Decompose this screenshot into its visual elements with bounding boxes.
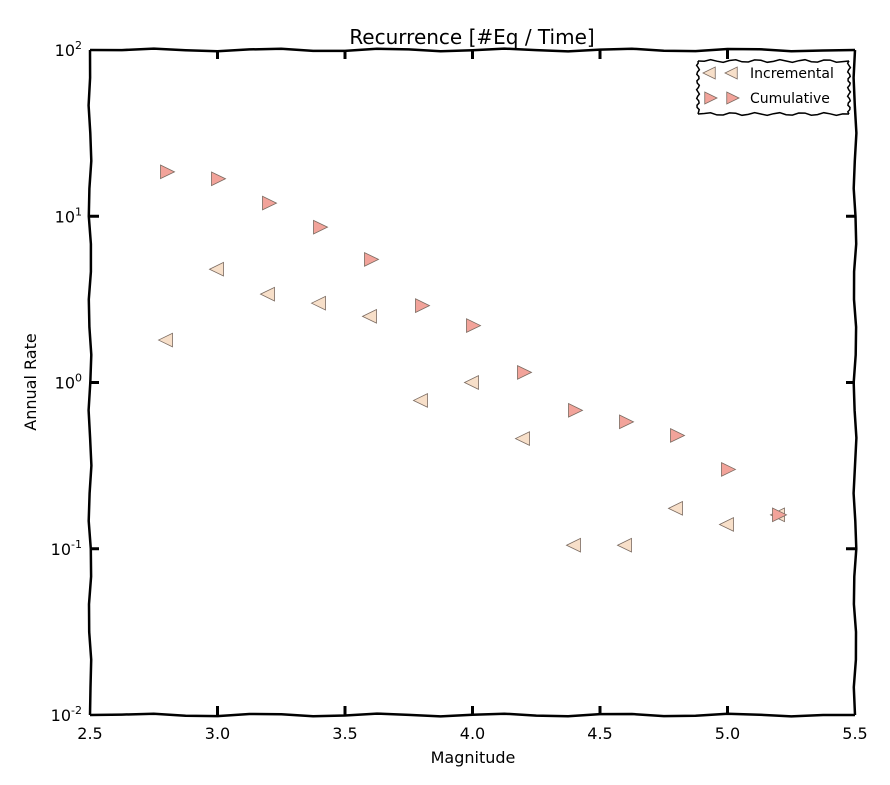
cumulative-point [160, 164, 176, 180]
x-tick-labels: 2.5 3.0 3.5 4.0 4.5 5.0 5.5 [77, 724, 867, 743]
legend-border-top [697, 58, 850, 64]
cumulative-point [670, 428, 686, 443]
legend-marker-incremental [702, 66, 716, 80]
y-axis-label: Annual Rate [21, 333, 40, 430]
cumulative-point [313, 219, 329, 235]
cumulative-point [466, 318, 482, 334]
cumulative-point [364, 251, 380, 267]
x-tick-label: 4.0 [460, 724, 485, 743]
legend-marker-cumulative [704, 91, 718, 105]
x-axis-label: Magnitude [431, 748, 516, 767]
data-points [157, 164, 788, 553]
cumulative-point [772, 507, 788, 523]
cumulative-point [211, 171, 227, 187]
y-tick-label: 10-2 [51, 704, 82, 725]
y-tick-label: 102 [55, 39, 82, 60]
incremental-point [514, 431, 530, 447]
incremental-point [616, 537, 632, 553]
cumulative-point [262, 195, 278, 211]
x-tick-label: 5.0 [715, 724, 740, 743]
x-tick-label: 2.5 [77, 724, 102, 743]
y-tick-label: 101 [55, 205, 82, 226]
incremental-point [718, 517, 734, 532]
legend-border-left [695, 60, 701, 115]
cumulative-point [517, 364, 533, 380]
incremental-point [667, 500, 683, 516]
y-tick-label: 100 [55, 372, 82, 393]
incremental-point [157, 332, 173, 348]
legend-marker-incremental [724, 66, 738, 80]
x-tick-label: 3.5 [332, 724, 357, 743]
cumulative-point [619, 414, 635, 430]
x-tick-label: 4.5 [587, 724, 612, 743]
incremental-point [361, 308, 377, 324]
incremental-point [565, 537, 581, 553]
y-tick-labels: 10-2 10-1 100 101 102 [51, 39, 82, 725]
incremental-point [412, 393, 428, 408]
legend-border-right [846, 60, 852, 115]
incremental-point [259, 286, 275, 302]
incremental-point [208, 261, 224, 277]
x-tick-label: 5.5 [842, 724, 867, 743]
incremental-point [463, 375, 479, 390]
y-tick-label: 10-1 [51, 538, 82, 559]
legend-border-bottom [697, 111, 850, 117]
cumulative-point [415, 298, 431, 314]
cumulative-point [721, 461, 737, 477]
legend-marker-cumulative [726, 91, 740, 105]
axis-ticks [90, 50, 855, 715]
legend: Incremental Cumulative [695, 58, 852, 117]
x-tick-label: 3.0 [205, 724, 230, 743]
chart-title: Recurrence [#Eq / Time] [349, 25, 594, 49]
cumulative-point [568, 402, 584, 418]
incremental-point [310, 295, 326, 311]
legend-label-incremental: Incremental [750, 66, 834, 82]
legend-label-cumulative: Cumulative [750, 91, 830, 107]
